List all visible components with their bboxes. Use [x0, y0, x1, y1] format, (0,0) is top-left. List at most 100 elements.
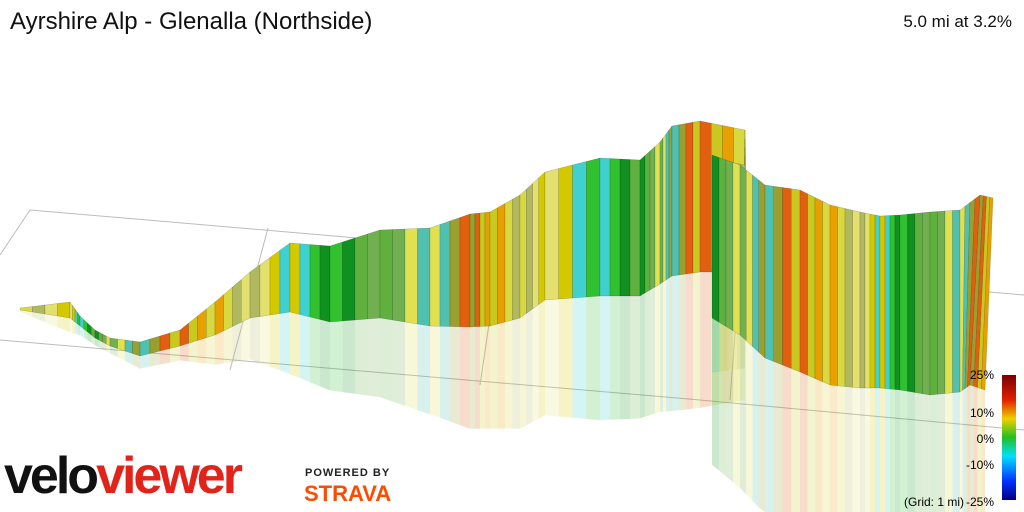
- reflection-strip: [117, 348, 125, 361]
- reflection-strip: [981, 388, 985, 512]
- reflection-strip: [417, 324, 430, 415]
- logo-velo: velo: [4, 447, 99, 505]
- wall-strip: [504, 198, 513, 323]
- reflection-strip: [655, 284, 660, 414]
- wall-strip: [668, 125, 673, 279]
- wall-strip: [884, 215, 891, 390]
- wall-strip: [814, 197, 823, 383]
- wall-strip: [922, 211, 931, 396]
- wall-strip: [497, 203, 506, 325]
- reflection-strip: [782, 365, 792, 512]
- grid-note: (Grid: 1 mi): [904, 495, 964, 509]
- wall-strip: [124, 339, 133, 354]
- reflection-strip: [106, 344, 110, 354]
- wall-strip: [206, 301, 216, 339]
- reflection-strip: [880, 388, 885, 512]
- logo: veloviewer: [4, 446, 243, 506]
- title: Ayrshire Alp - Glenalla (Northside): [10, 8, 373, 35]
- wall-strip: [544, 168, 559, 301]
- reflection-strip: [791, 368, 800, 512]
- wall-strip: [791, 188, 801, 373]
- reflection-strip: [719, 322, 726, 477]
- reflection-strip: [512, 318, 520, 429]
- wall-strip: [526, 182, 533, 314]
- reflection-strip: [77, 324, 80, 335]
- reflection-strip: [45, 314, 58, 328]
- reflection-strip: [405, 322, 418, 410]
- reflection-strip: [160, 348, 170, 365]
- reflection-strip: [380, 318, 393, 402]
- reflection-strip: [586, 296, 600, 421]
- wall-strip: [732, 162, 741, 336]
- reflection-strip: [260, 315, 270, 367]
- reflection-strip: [505, 320, 513, 429]
- reflection-strip: [660, 282, 663, 412]
- logo-viewer: viewer: [96, 447, 243, 505]
- wall-strip: [489, 207, 498, 327]
- reflection-strip: [800, 372, 808, 512]
- reflection-strip: [822, 381, 830, 512]
- wall-strip: [379, 229, 393, 321]
- reflection-strip: [900, 390, 908, 512]
- reflection-strip: [700, 272, 712, 408]
- reflection-strip: [440, 326, 450, 422]
- reflection-strip: [392, 320, 405, 406]
- reflection-strip: [752, 346, 759, 508]
- reflection-strip: [232, 322, 242, 363]
- wall-strip: [538, 171, 546, 305]
- reflection-strip: [485, 326, 490, 429]
- legend-tick: -25%: [965, 495, 994, 509]
- reflection-strip: [650, 287, 655, 416]
- reflection-strip: [890, 389, 895, 512]
- reflection-strip: [807, 375, 815, 512]
- wall-strip: [249, 264, 261, 319]
- reflection-strip: [610, 296, 620, 420]
- reflection-strip: [937, 393, 945, 512]
- wall: [19, 120, 994, 512]
- wall-strip: [72, 304, 76, 323]
- wall-strip: [479, 212, 486, 327]
- reflection-strip: [922, 393, 930, 512]
- reflection-strip: [967, 385, 970, 512]
- wall-strip: [188, 315, 198, 344]
- reflection-strip: [740, 335, 747, 495]
- reflection-strip: [188, 340, 198, 363]
- wall-strip: [739, 164, 747, 342]
- reflection-strip: [672, 275, 679, 411]
- reflection-strip: [837, 385, 845, 512]
- wall-strip: [223, 286, 233, 332]
- reflection-strip: [526, 309, 533, 426]
- reflection-strip: [57, 316, 70, 333]
- wall-strip: [106, 335, 111, 347]
- wall-strip: [665, 129, 670, 281]
- wall-strip: [929, 211, 938, 396]
- wall-strip: [874, 214, 881, 389]
- reflection-strip: [80, 326, 84, 338]
- wall-strip: [149, 335, 161, 354]
- reflection-strip: [320, 319, 330, 391]
- wall-strip: [197, 308, 207, 341]
- wall-strip: [354, 233, 368, 321]
- reflection-strip: [460, 326, 470, 429]
- wall-strip: [367, 229, 381, 320]
- wall-strip: [879, 215, 886, 389]
- reflection-strip: [490, 324, 498, 429]
- reflection-strip: [430, 326, 440, 418]
- reflection-strip: [930, 394, 938, 512]
- reflection-strip: [945, 392, 953, 512]
- reflection-strip: [600, 296, 610, 421]
- wall-strip: [484, 211, 491, 327]
- wall-strip: [474, 212, 481, 328]
- wall-strip: [807, 193, 816, 379]
- wall-strip: [718, 157, 727, 327]
- reflection-strip: [110, 346, 118, 358]
- reflection-strip: [572, 297, 587, 419]
- reflection-strip: [270, 313, 280, 371]
- wall-strip: [864, 212, 871, 389]
- reflection-strip: [180, 343, 189, 362]
- wall-strip: [829, 204, 838, 387]
- wall-strip: [102, 333, 107, 345]
- wall-strip: [179, 322, 189, 347]
- wall-strip: [392, 228, 406, 323]
